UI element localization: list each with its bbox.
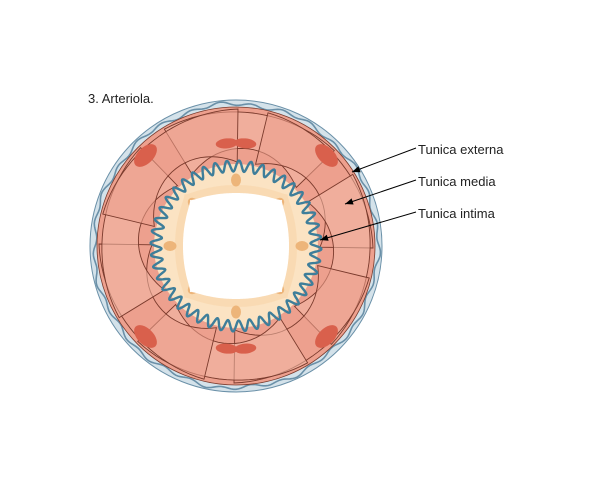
arteriole-cross-section: [90, 100, 382, 392]
leader-tunica-externa: [352, 148, 416, 172]
figure-title: 3. Arteriola.: [88, 91, 154, 106]
endothelial-nucleus: [296, 241, 309, 251]
label-tunica-media: Tunica media: [418, 174, 496, 189]
endothelial-nucleus: [231, 306, 241, 319]
lumen: [183, 193, 289, 299]
label-tunica-intima: Tunica intima: [418, 206, 496, 221]
endothelial-nucleus: [231, 174, 241, 187]
label-tunica-externa: Tunica externa: [418, 142, 504, 157]
endothelial-nucleus: [164, 241, 177, 251]
